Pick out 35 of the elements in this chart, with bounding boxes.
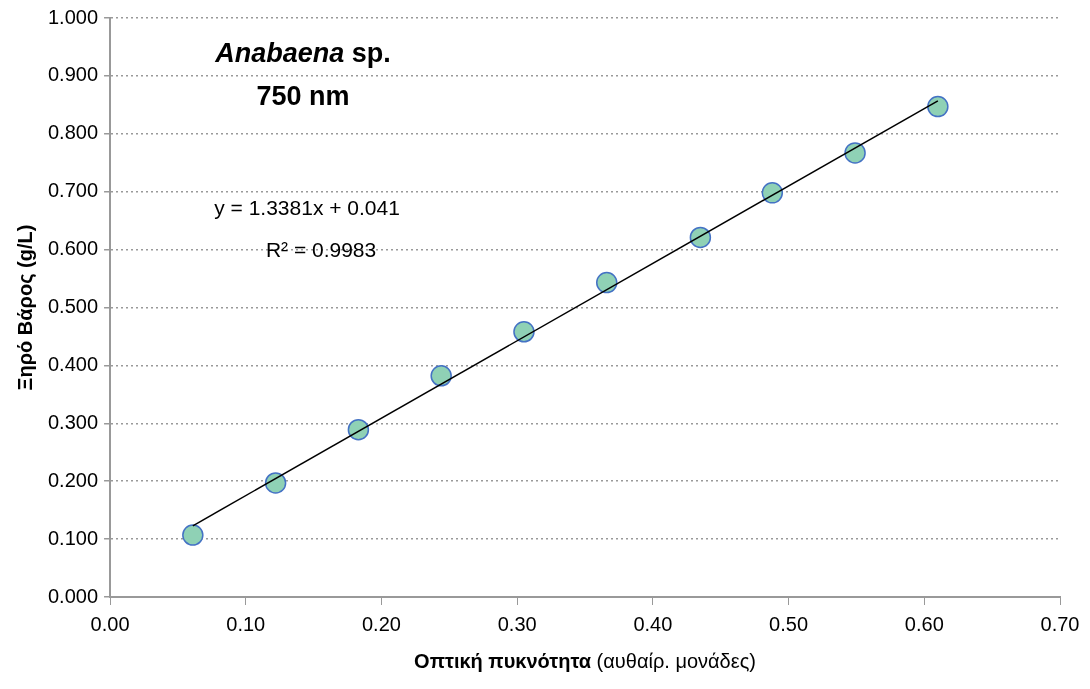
- y-tick-label: 0.500: [47, 295, 99, 318]
- point: [927, 95, 949, 118]
- y-tick-label: 0.000: [47, 584, 99, 607]
- point: [430, 365, 452, 387]
- y-tick-label: 0.300: [47, 410, 99, 433]
- x-tick-label: 0.70: [1040, 612, 1080, 635]
- y-axis-title: Ξηρό Βάρος (g/L): [13, 224, 36, 391]
- x-tick-label: 0.40: [633, 612, 673, 635]
- y-tick-label: 0.400: [47, 352, 99, 375]
- y-tick-label: 0.900: [47, 63, 99, 86]
- x-tick-label: 0.00: [90, 612, 130, 635]
- y-tick-label: 0.800: [47, 121, 99, 144]
- y-tick-label: 0.600: [47, 237, 99, 260]
- annotation: R² = 0.9983: [265, 238, 377, 261]
- y-tick-label: 0.200: [47, 468, 99, 491]
- point: [761, 182, 784, 204]
- x-tick-label: 0.30: [497, 612, 537, 635]
- point: [347, 418, 370, 441]
- annotation: Anabaena sp.: [214, 38, 391, 68]
- x-tick-label: 0.50: [769, 612, 809, 635]
- y-tick-label: 0.700: [47, 179, 99, 202]
- x-tick-label: 0.60: [904, 612, 944, 635]
- annotation: 750 nm: [256, 81, 350, 111]
- x-tick-label: 0.10: [226, 612, 266, 635]
- point: [844, 142, 866, 164]
- point: [264, 472, 287, 494]
- point: [595, 271, 618, 294]
- point: [689, 226, 712, 249]
- y-tick-label: 1.000: [47, 5, 99, 28]
- annotation: y = 1.3381x + 0.041: [214, 196, 400, 219]
- y-tick-label: 0.100: [47, 526, 99, 549]
- x-tick-label: 0.20: [361, 612, 401, 635]
- x-axis-title: Οπτική πυκνότητα (αυθαίρ. μονάδες): [414, 650, 756, 672]
- point: [182, 524, 204, 546]
- point: [513, 321, 535, 343]
